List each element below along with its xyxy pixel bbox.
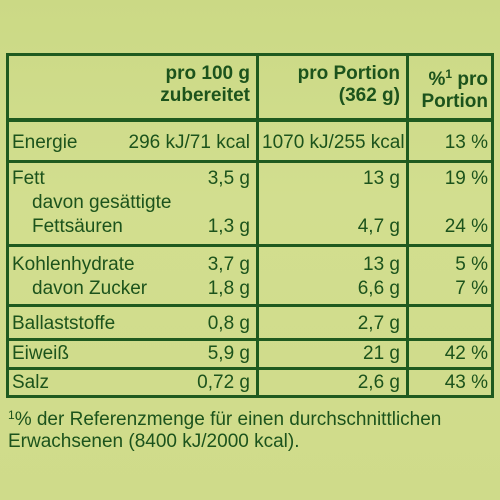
row-fettsaeuren-pct: 24 % [444,216,488,237]
footnote-line2: Erwachsenen (8400 kJ/2000 kcal). [8,431,300,452]
row-kh-portion: 13 g [363,254,400,275]
row-energie-label: Energie [12,132,78,153]
row-salz-label: Salz [12,372,49,393]
footnote: 1% der Referenzmenge für einen durchschn… [8,404,441,453]
header-footnote-mark: 1 [445,67,453,81]
footnote-mark: 1 [8,408,15,422]
row-ballast-per100: 0,8 g [207,313,250,334]
row-zucker-per100: 1,8 g [207,278,250,299]
row-kh-per100: 3,7 g [207,254,250,275]
header-percent-sign: % [428,69,446,90]
header-per-portion: pro Portion (362 g) [262,63,400,107]
footnote-line1: 1% der Referenzmenge für einen durchschn… [8,404,441,431]
row-salz-per100: 0,72 g [197,372,250,393]
row-fett-portion: 13 g [363,168,400,189]
header-percent-portion-line2: Portion [421,91,489,112]
column-divider-2 [406,53,409,398]
row-divider-header [6,118,494,122]
row-divider-fett [6,244,494,247]
row-eiweiss-pct: 42 % [444,343,488,364]
header-per-100g-line2: zubereitet [160,85,250,106]
row-zucker-pct: 7 % [455,278,488,299]
row-zucker-label: davon Zucker [32,278,148,299]
row-energie-portion: 1070 kJ/255 kcal [262,132,405,153]
row-divider-kh [6,304,494,307]
header-percent-portion: %1 pro Portion [404,63,489,113]
row-fettsaeuren-per100: 1,3 g [207,216,250,237]
row-kh-pct: 5 % [455,254,488,275]
row-salz-portion: 2,6 g [357,372,400,393]
row-divider-eiweiss [6,367,494,370]
header-per-100g: pro 100 g zubereitet [132,63,250,107]
row-eiweiss-label: Eiweiß [12,343,70,364]
row-fettsaeuren-portion: 4,7 g [357,216,400,237]
row-fett-label: Fett [12,168,45,189]
row-fett-sub-label1: davon gesättigte [32,192,172,213]
table-frame [6,53,494,398]
row-eiweiss-per100: 5,9 g [207,343,250,364]
header-per-portion-line1: pro Portion [297,63,400,84]
row-energie-pct: 13 % [444,132,488,153]
row-fett-sub-label2: Fettsäuren [32,216,123,237]
row-fett-pct: 19 % [444,168,488,189]
row-divider-energie [6,160,494,163]
header-per-100g-line1: pro 100 g [165,63,250,84]
row-divider-ballast [6,338,494,341]
row-zucker-portion: 6,6 g [357,278,400,299]
row-eiweiss-portion: 21 g [363,343,400,364]
row-kh-label: Kohlenhydrate [12,254,135,275]
row-fett-per100: 3,5 g [207,168,250,189]
row-energie-per100: 296 kJ/71 kcal [128,132,250,153]
row-ballast-portion: 2,7 g [357,313,400,334]
column-divider-1 [256,53,259,398]
header-pro: pro [452,69,488,90]
footnote-text1: % der Referenzmenge für einen durchschni… [14,409,442,430]
header-per-portion-line2: (362 g) [338,85,400,106]
row-salz-pct: 43 % [444,372,488,393]
header-percent-portion-line1: %1 pro [404,63,488,91]
row-ballast-label: Ballaststoffe [12,313,116,334]
